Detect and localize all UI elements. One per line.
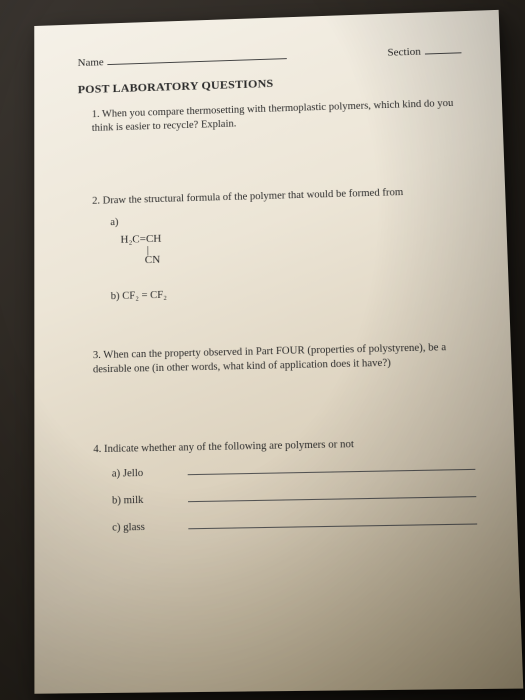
name-blank-line — [108, 48, 288, 65]
q3-answer-space — [79, 378, 474, 444]
section-field: Section — [387, 42, 461, 58]
q4-item-b: b) milk — [112, 486, 476, 507]
q4-a-blank — [188, 459, 476, 476]
q4-items: a) Jello b) milk c) glass — [79, 459, 477, 535]
question-1: 1. When you compare thermosetting with t… — [78, 97, 464, 137]
name-field: Name — [78, 48, 287, 69]
photo-background: Name Section POST LABORATORY QUESTIONS 1… — [0, 0, 525, 700]
worksheet-paper: Name Section POST LABORATORY QUESTIONS 1… — [34, 10, 523, 694]
q4-c-blank — [188, 513, 477, 529]
q4-b-blank — [188, 486, 476, 503]
q4-c-label: c) glass — [112, 522, 170, 534]
section-label: Section — [387, 46, 421, 59]
page-title: POST LABORATORY QUESTIONS — [78, 70, 463, 97]
q4-a-label: a) Jello — [112, 468, 169, 480]
header-row: Name Section — [78, 42, 462, 68]
section-blank-line — [425, 42, 462, 54]
name-label: Name — [78, 56, 104, 69]
q4-item-a: a) Jello — [112, 459, 476, 480]
q4-b-label: b) milk — [112, 495, 170, 507]
q4-item-c: c) glass — [112, 513, 477, 534]
